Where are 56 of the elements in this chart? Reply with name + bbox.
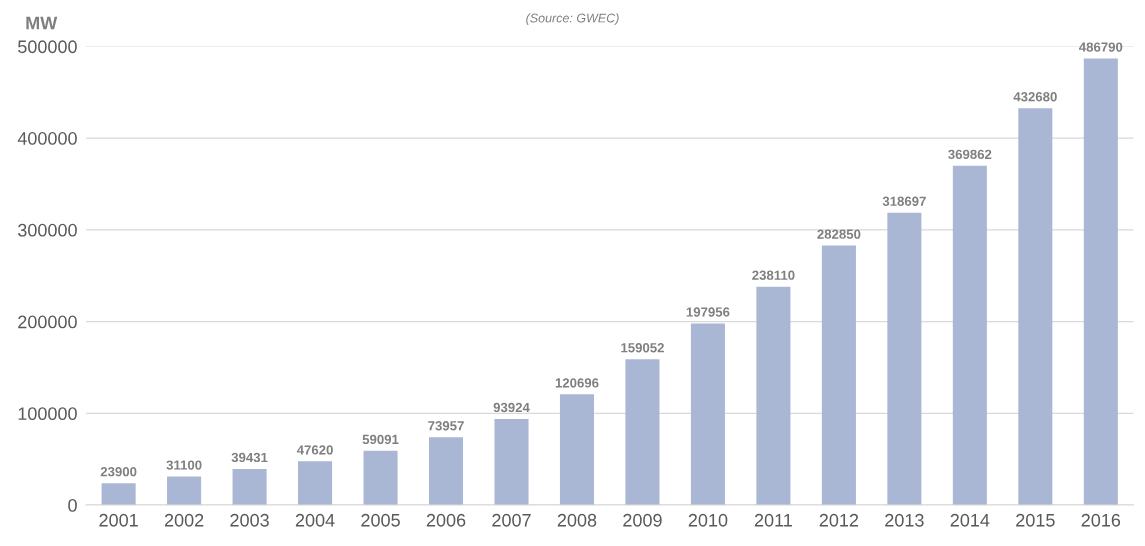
data-label: 31100	[166, 460, 202, 470]
bar	[1083, 58, 1118, 506]
y-axis-title: MW	[26, 16, 58, 30]
x-tick-label: 2011	[754, 513, 792, 527]
x-tick-label: 2009	[623, 513, 662, 527]
bar	[690, 323, 725, 506]
bar	[821, 245, 856, 506]
x-tick-label: 2016	[1081, 513, 1121, 527]
bar	[167, 476, 202, 506]
bar	[363, 450, 398, 506]
data-label: 39431	[231, 452, 268, 463]
data-label: 159052	[621, 343, 664, 353]
y-tick-label: 0	[68, 498, 77, 512]
data-label: 369862	[948, 149, 992, 160]
y-tick-label: 200000	[18, 315, 77, 329]
data-label: 486790	[1079, 42, 1123, 52]
data-label: 93924	[493, 402, 530, 413]
x-tick-label: 2013	[885, 513, 924, 527]
bar	[756, 286, 791, 506]
data-label: 120696	[555, 378, 599, 388]
x-tick-label: 2007	[492, 513, 531, 527]
data-label: 73957	[428, 421, 464, 431]
data-label: 47620	[296, 445, 333, 455]
bar	[232, 468, 267, 506]
x-tick-label: 2006	[426, 513, 466, 527]
y-tick-label: 400000	[17, 132, 77, 145]
bar	[559, 394, 594, 506]
bar	[101, 483, 136, 506]
x-tick-label: 2002	[164, 513, 204, 527]
data-label: 238110	[752, 270, 795, 280]
bar	[887, 212, 922, 506]
y-tick-label: 300000	[17, 223, 77, 237]
x-tick-label: 2015	[1016, 513, 1055, 527]
bar	[428, 437, 464, 506]
bar	[298, 461, 333, 506]
data-label: 59091	[362, 434, 399, 445]
y-tick-label: 100000	[18, 407, 77, 421]
x-tick-label: 2014	[950, 513, 990, 527]
data-label: 318697	[882, 196, 926, 206]
x-tick-label: 2012	[819, 513, 859, 527]
x-tick-label: 2004	[295, 513, 335, 527]
bar	[952, 165, 987, 506]
x-tick-label: 2010	[688, 513, 728, 527]
bar	[1018, 108, 1053, 506]
x-tick-label: 2008	[557, 513, 597, 527]
data-label: 197956	[686, 307, 730, 317]
x-tick-label: 2001	[99, 513, 138, 527]
data-label: 23900	[100, 467, 137, 477]
bar	[625, 359, 660, 506]
x-tick-label: 2005	[361, 513, 400, 527]
y-tick-label: 500000	[18, 40, 77, 54]
data-label: 282850	[817, 229, 861, 239]
x-tick-label: 2003	[230, 513, 269, 527]
text: (Source: GWEC)	[526, 13, 619, 25]
bar	[494, 418, 529, 506]
data-label: 432680	[1013, 92, 1057, 102]
